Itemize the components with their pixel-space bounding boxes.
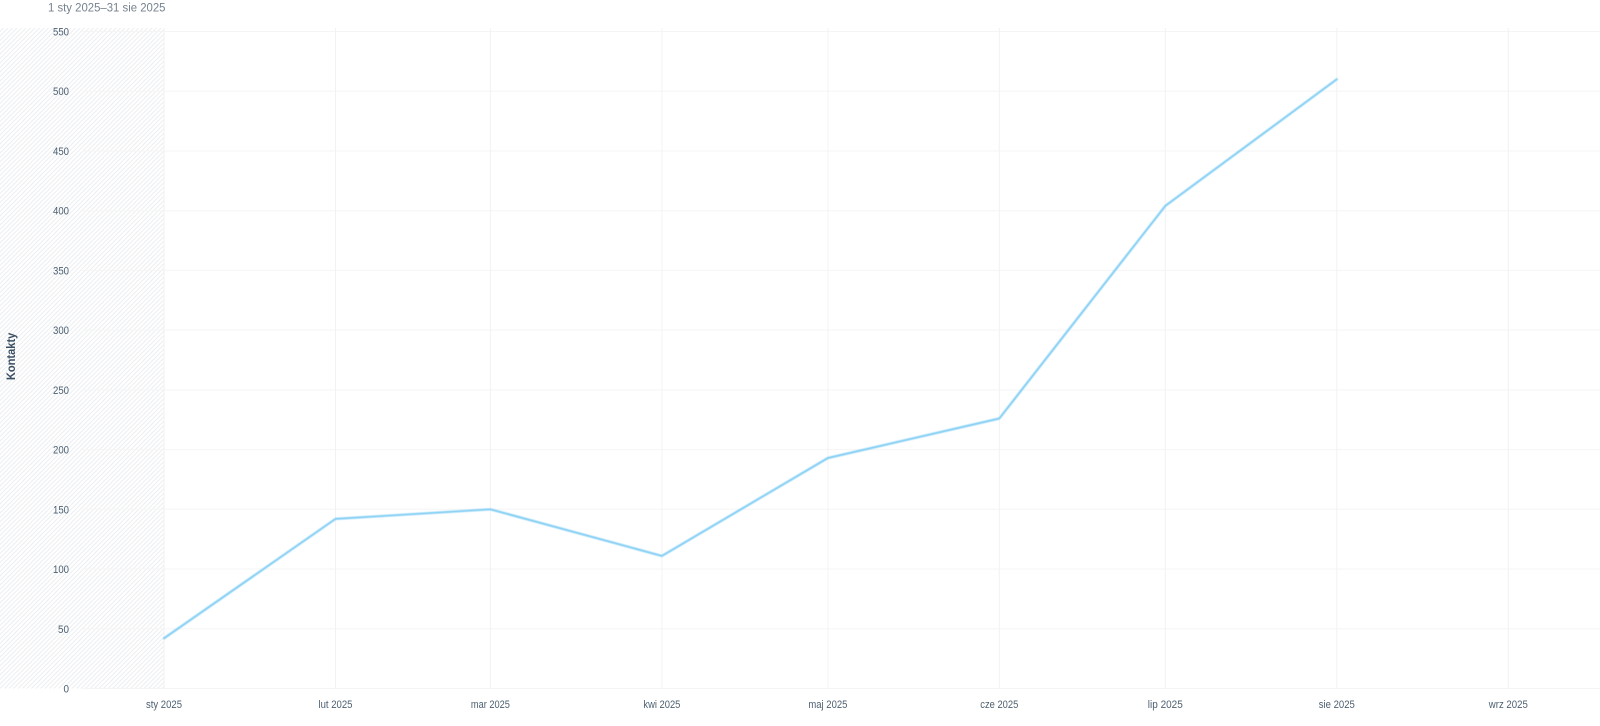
svg-text:250: 250 — [53, 385, 69, 397]
svg-text:350: 350 — [53, 265, 69, 277]
svg-text:550: 550 — [53, 27, 69, 39]
svg-text:400: 400 — [53, 206, 69, 218]
svg-text:cze 2025: cze 2025 — [980, 699, 1018, 711]
svg-text:450: 450 — [53, 146, 69, 158]
svg-text:300: 300 — [53, 325, 69, 337]
svg-text:lut 2025: lut 2025 — [319, 699, 353, 711]
svg-text:100: 100 — [53, 564, 69, 576]
svg-text:50: 50 — [58, 624, 69, 636]
svg-text:200: 200 — [53, 445, 69, 457]
svg-text:lip 2025: lip 2025 — [1148, 699, 1183, 711]
svg-text:maj 2025: maj 2025 — [808, 699, 847, 711]
svg-text:Kontakty: Kontakty — [4, 332, 18, 380]
svg-text:wrz 2025: wrz 2025 — [1488, 699, 1528, 711]
svg-text:500: 500 — [53, 86, 69, 98]
svg-text:mar 2025: mar 2025 — [471, 699, 510, 711]
svg-text:sty 2025: sty 2025 — [146, 699, 182, 711]
svg-text:150: 150 — [53, 504, 69, 516]
svg-text:1 sty 2025–31 sie 2025: 1 sty 2025–31 sie 2025 — [48, 3, 166, 15]
svg-text:kwi 2025: kwi 2025 — [643, 699, 680, 711]
svg-text:sie 2025: sie 2025 — [1319, 699, 1355, 711]
svg-text:0: 0 — [64, 684, 70, 696]
